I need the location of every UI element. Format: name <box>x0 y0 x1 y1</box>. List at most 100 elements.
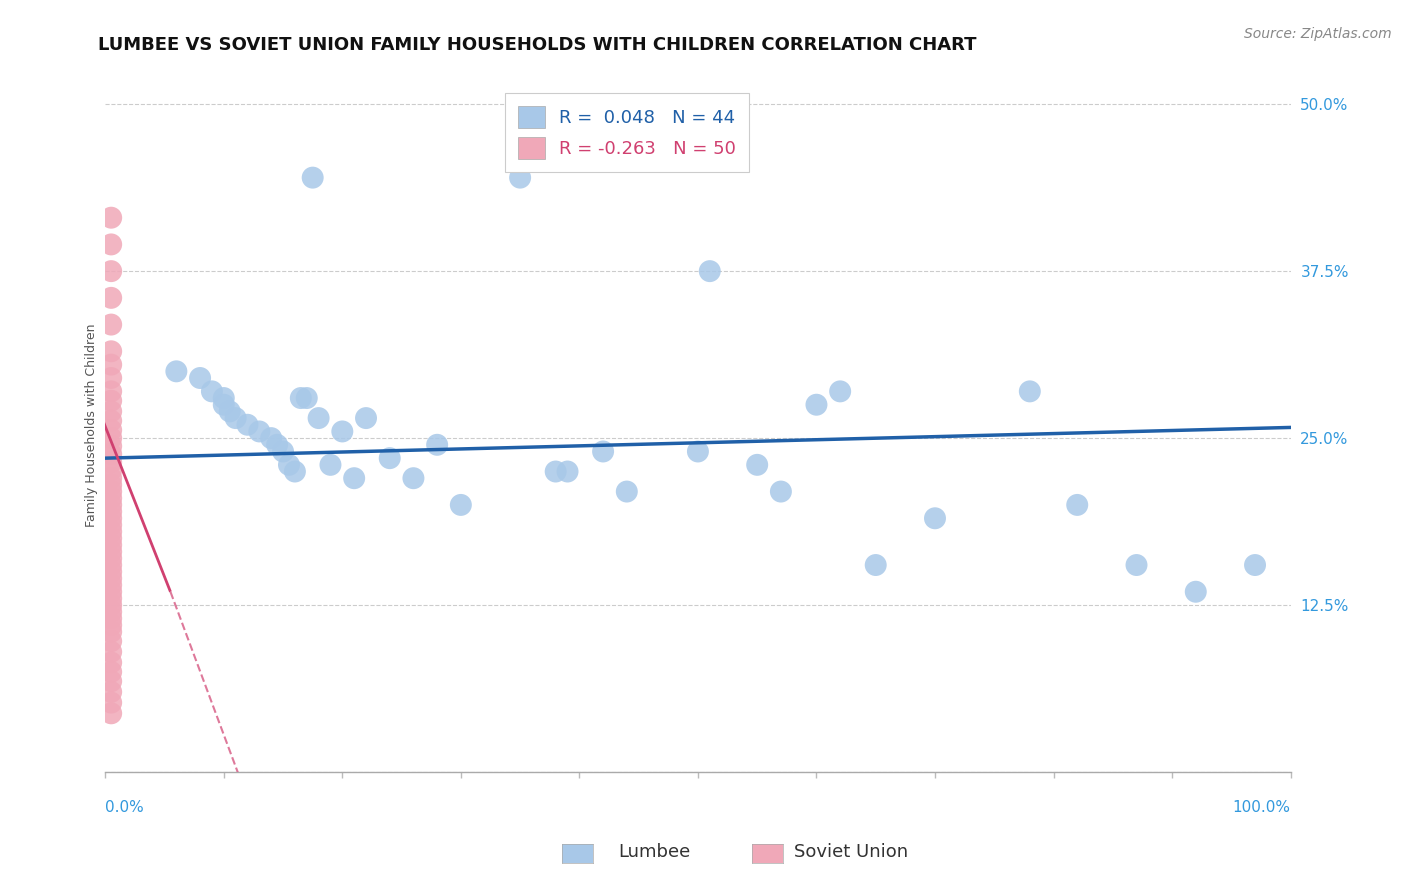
Point <box>100 685 122 699</box>
Point <box>1184 584 1206 599</box>
Point <box>100 706 122 721</box>
Point <box>330 425 353 439</box>
Point <box>100 605 122 619</box>
Point <box>509 170 531 185</box>
Point <box>100 447 122 461</box>
Point <box>308 411 330 425</box>
Point <box>278 458 301 472</box>
Point <box>100 665 122 679</box>
Point <box>100 611 122 625</box>
Text: Lumbee: Lumbee <box>619 843 690 861</box>
Point <box>295 391 318 405</box>
Point <box>188 371 211 385</box>
Point <box>100 634 122 648</box>
Point <box>343 471 366 485</box>
Point <box>100 455 122 469</box>
Point <box>100 645 122 659</box>
Point <box>100 471 122 485</box>
Y-axis label: Family Households with Children: Family Households with Children <box>86 323 98 526</box>
Point <box>100 484 122 499</box>
Point <box>100 498 122 512</box>
Point <box>201 384 224 399</box>
Point <box>100 598 122 612</box>
Point <box>699 264 721 278</box>
Point <box>100 358 122 372</box>
Text: 0.0%: 0.0% <box>105 800 143 815</box>
Point <box>354 411 377 425</box>
Point <box>1018 384 1040 399</box>
Point <box>769 484 792 499</box>
Point <box>290 391 312 405</box>
Point <box>100 696 122 710</box>
Point <box>830 384 852 399</box>
Point <box>266 438 288 452</box>
Point <box>100 674 122 689</box>
Point <box>100 551 122 566</box>
Point <box>100 538 122 552</box>
Point <box>100 423 122 437</box>
Point <box>271 444 294 458</box>
Point <box>100 618 122 632</box>
Point <box>100 656 122 670</box>
Point <box>212 391 235 405</box>
Point <box>378 451 401 466</box>
Text: LUMBEE VS SOVIET UNION FAMILY HOUSEHOLDS WITH CHILDREN CORRELATION CHART: LUMBEE VS SOVIET UNION FAMILY HOUSEHOLDS… <box>98 36 977 54</box>
Point <box>100 491 122 506</box>
Point <box>100 371 122 385</box>
Point <box>100 393 122 408</box>
Point <box>100 518 122 533</box>
Point <box>165 364 187 378</box>
Point <box>426 438 449 452</box>
Point <box>100 463 122 477</box>
Point <box>1066 498 1088 512</box>
Text: Source: ZipAtlas.com: Source: ZipAtlas.com <box>1244 27 1392 41</box>
Point <box>100 624 122 639</box>
Point <box>100 584 122 599</box>
Point <box>100 571 122 585</box>
Point <box>686 444 709 458</box>
Point <box>924 511 946 525</box>
Point <box>1125 558 1147 572</box>
Point <box>284 465 307 479</box>
Text: 100.0%: 100.0% <box>1233 800 1291 815</box>
Point <box>301 170 323 185</box>
Point <box>747 458 769 472</box>
Point <box>218 404 240 418</box>
Point <box>592 444 614 458</box>
Point <box>100 558 122 572</box>
Point <box>100 505 122 519</box>
Point <box>100 211 122 225</box>
Point <box>100 544 122 558</box>
Point <box>100 384 122 399</box>
Point <box>100 511 122 525</box>
Point <box>100 565 122 579</box>
Point <box>402 471 425 485</box>
Point <box>100 524 122 539</box>
Point <box>100 591 122 606</box>
Point <box>236 417 259 432</box>
Legend: R =  0.048   N = 44, R = -0.263   N = 50: R = 0.048 N = 44, R = -0.263 N = 50 <box>505 94 748 172</box>
Point <box>100 414 122 428</box>
Point <box>100 439 122 453</box>
Point <box>100 318 122 332</box>
Point <box>100 264 122 278</box>
Point <box>100 478 122 492</box>
Point <box>319 458 342 472</box>
Point <box>100 237 122 252</box>
Point <box>212 398 235 412</box>
Point <box>225 411 247 425</box>
Point <box>450 498 472 512</box>
Point <box>865 558 887 572</box>
Point <box>806 398 828 412</box>
Point <box>544 465 567 479</box>
Point <box>247 425 270 439</box>
Point <box>1244 558 1267 572</box>
Point <box>100 291 122 305</box>
Point <box>100 431 122 445</box>
Text: Soviet Union: Soviet Union <box>794 843 908 861</box>
Point <box>260 431 283 445</box>
Point <box>100 578 122 592</box>
Point <box>557 465 579 479</box>
Point <box>100 531 122 545</box>
Point <box>616 484 638 499</box>
